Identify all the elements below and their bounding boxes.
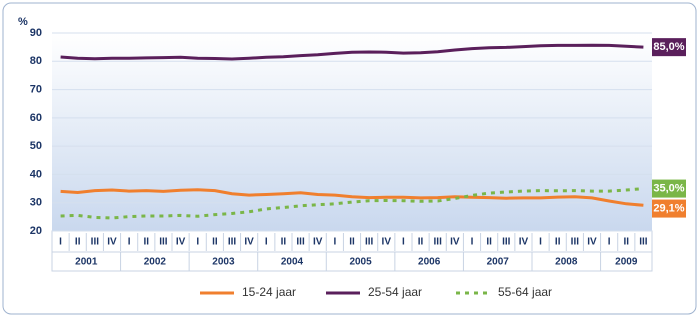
series-line [60,188,644,207]
year-label: 2007 [487,257,510,268]
x-tick-label: I [333,237,336,248]
x-tick-label: IV [244,237,254,248]
x-tick-label: II [144,237,150,248]
y-tick-label: 80 [30,55,42,67]
x-tick-label: III [502,237,511,248]
x-tick-label: I [539,237,542,248]
x-tick-label: IV [107,237,117,248]
x-tick-label: II [212,237,218,248]
x-tick-label: I [128,237,131,248]
value-label: 85,0% [653,41,684,53]
y-tick-label: 30 [30,197,42,209]
x-tick-label: III [434,237,443,248]
x-tick-label: III [296,237,305,248]
value-label-box [652,199,686,218]
value-label-box [652,38,686,57]
x-axis-area [51,230,653,272]
x-tick-label: IV [313,237,323,248]
x-tick-label: II [418,237,424,248]
x-tick-label: I [608,237,611,248]
x-tick-label: I [265,237,268,248]
y-tick-label: 20 [30,225,42,237]
x-tick-label: IV [587,237,597,248]
year-label: 2004 [281,257,304,268]
year-label: 2009 [615,257,638,268]
y-tick-label: 40 [30,168,42,180]
x-tick-label: IV [519,237,529,248]
legend-label: 25-54 jaar [368,285,422,299]
x-tick-label: I [471,237,474,248]
year-label: 2002 [144,257,167,268]
legend-label: 15-24 jaar [242,285,296,299]
x-tick-label: I [402,237,405,248]
x-tick-label: IV [382,237,392,248]
year-label: 2008 [555,257,578,268]
legend-label: 55-64 jaar [498,285,552,299]
year-label: 2005 [349,257,372,268]
y-tick-label: 90 [30,27,42,39]
value-label: 35,0% [653,182,684,194]
x-tick-label: III [639,237,648,248]
x-tick-label: III [365,237,374,248]
x-tick-label: II [75,237,81,248]
year-label: 2006 [418,257,441,268]
x-tick-label: III [91,237,100,248]
x-tick-label: II [349,237,355,248]
x-tick-label: II [486,237,492,248]
y-axis-label: % [18,16,28,28]
series-line [60,43,644,61]
x-tick-label: IV [450,237,460,248]
y-tick-label: 70 [30,83,42,95]
year-label: 2003 [212,257,235,268]
y-tick-label: 60 [30,112,42,124]
x-tick-label: III [571,237,580,248]
x-tick-label: III [228,237,237,248]
x-tick-label: I [59,237,62,248]
x-tick-label: II [624,237,630,248]
x-tick-label: III [159,237,168,248]
x-tick-label: II [555,237,561,248]
value-label-box [652,179,686,198]
x-tick-label: IV [176,237,186,248]
x-tick-label: I [196,237,199,248]
year-label: 2001 [75,257,98,268]
value-label: 29,1% [653,202,684,214]
x-tick-label: II [281,237,287,248]
y-tick-label: 50 [30,140,42,152]
series-line [60,187,644,220]
plot-area [52,33,652,231]
